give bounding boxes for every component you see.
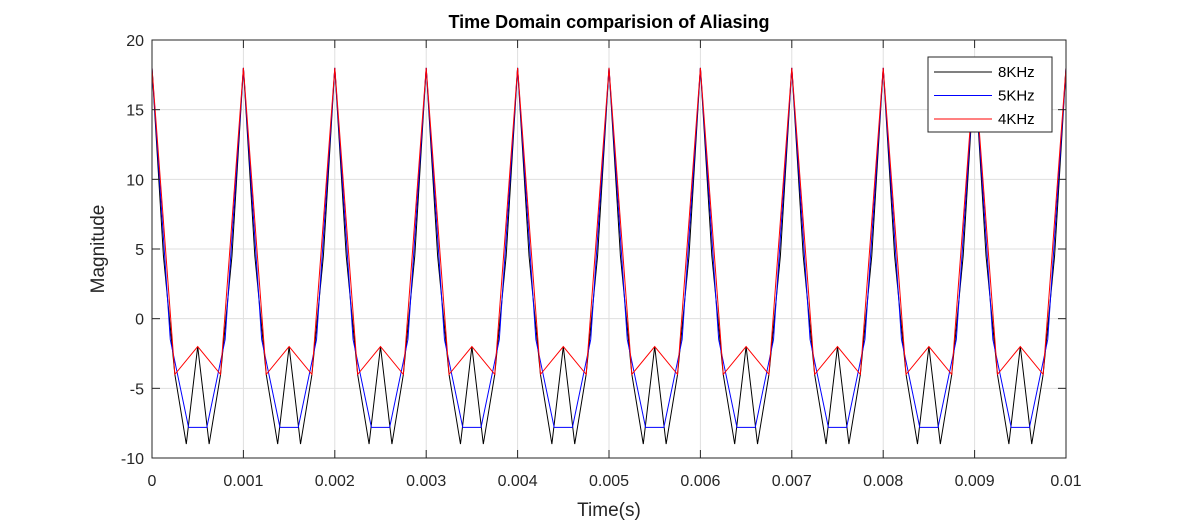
x-axis-title: Time(s) (577, 500, 641, 521)
x-tick-label: 0.007 (772, 473, 812, 490)
x-tick-label: 0.008 (863, 473, 903, 490)
y-tick-label: -5 (130, 381, 144, 398)
x-tick-label: 0.006 (680, 473, 720, 490)
x-tick-label: 0 (148, 473, 157, 490)
legend-label-5khz: 5KHz (998, 88, 1035, 105)
ticks: 0 0.001 0.002 0.003 0.004 0.005 0.006 0.007 0.00… (121, 33, 1082, 490)
x-tick-label: 0.005 (589, 473, 629, 490)
x-tick-label: 0.009 (955, 473, 995, 490)
legend: 8KHz 5KHz 4KHz (927, 56, 1053, 133)
legend-label-4khz: 4KHz (998, 111, 1035, 128)
x-tick-label: 0.003 (406, 473, 446, 490)
y-tick-label: 5 (135, 242, 144, 259)
chart-title: Time Domain comparision of Aliasing (448, 12, 769, 32)
y-tick-label: -10 (121, 451, 144, 468)
y-axis-title: Magnitude (88, 205, 109, 294)
x-tick-label: 0.001 (223, 473, 263, 490)
legend-label-8khz: 8KHz (998, 64, 1035, 81)
y-tick-label: 20 (126, 33, 144, 50)
x-tick-label: 0.002 (315, 473, 355, 490)
series-line-4khz (151, 67, 1067, 376)
x-tick-label: 0.01 (1050, 473, 1081, 490)
y-tick-label: 15 (126, 103, 144, 120)
series-lines (151, 67, 1067, 445)
y-tick-label: 10 (126, 172, 144, 189)
x-tick-label: 0.004 (498, 473, 538, 490)
y-tick-label: 0 (135, 312, 144, 329)
